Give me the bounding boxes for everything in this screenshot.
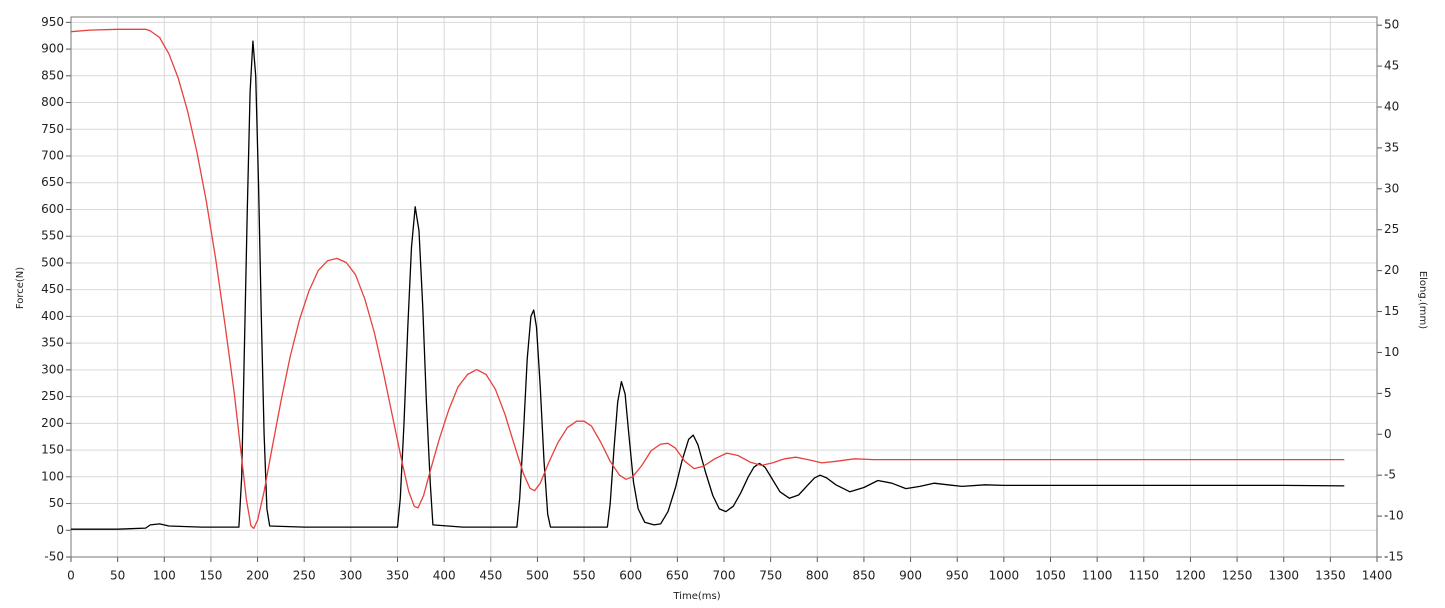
y2-tick-label: 5	[1384, 386, 1392, 400]
y2-tick-label: -5	[1384, 468, 1396, 482]
y-axis-label: Force(N)	[15, 267, 26, 309]
x-tick-label: 150	[199, 569, 222, 583]
y2-tick-label: 30	[1384, 181, 1399, 195]
x-tick-label: 450	[479, 569, 502, 583]
series-line	[70, 28, 1345, 530]
y-tick-label: 0	[56, 523, 64, 537]
x-tick-label: 250	[293, 569, 316, 583]
x-tick-label: 350	[386, 569, 409, 583]
x-tick-label: 700	[713, 569, 736, 583]
x-tick-label: 950	[946, 569, 969, 583]
y-tick-label: 500	[41, 255, 64, 269]
y-tick-label: 450	[41, 282, 64, 296]
y-tick-label: 700	[41, 149, 64, 163]
y-tick-label: 950	[41, 15, 64, 29]
x-tick-label: 300	[339, 569, 362, 583]
y2-tick-label: 25	[1384, 222, 1399, 236]
x-tick-label: 750	[759, 569, 782, 583]
y2-tick-label: 50	[1384, 18, 1399, 32]
x-tick-label: 850	[852, 569, 875, 583]
x-tick-label: 500	[526, 569, 549, 583]
x-tick-label: 1400	[1362, 569, 1393, 583]
y-tick-label: 550	[41, 229, 64, 243]
y-tick-label: 600	[41, 202, 64, 216]
x-tick-label: 600	[619, 569, 642, 583]
x-tick-label: 650	[666, 569, 689, 583]
plot-frame	[70, 16, 1378, 558]
y-tick-label: 300	[41, 362, 64, 376]
x-tick-label: 400	[433, 569, 456, 583]
x-tick-label: 1300	[1268, 569, 1299, 583]
y2-tick-label: 45	[1384, 59, 1399, 73]
x-tick-label: 1200	[1175, 569, 1206, 583]
x-tick-label: 1150	[1129, 569, 1160, 583]
y-tick-label: 650	[41, 175, 64, 189]
y-tick-label: 900	[41, 42, 64, 56]
y-tick-label: 400	[41, 309, 64, 323]
y-tick-label: 800	[41, 95, 64, 109]
x-tick-label: 100	[153, 569, 176, 583]
x-tick-label: 1100	[1082, 569, 1113, 583]
y-tick-label: 150	[41, 443, 64, 457]
x-tick-label: 0	[67, 569, 75, 583]
x-tick-label: 1000	[989, 569, 1020, 583]
x-tick-label: 1050	[1035, 569, 1066, 583]
y2-axis-label: Elong.(mm)	[1417, 271, 1428, 329]
x-tick-label: 900	[899, 569, 922, 583]
y-tick-label: 100	[41, 469, 64, 483]
y2-tick-label: -10	[1384, 509, 1404, 523]
series-line	[71, 40, 1345, 530]
x-axis-label: Time(ms)	[672, 591, 720, 602]
y2-tick-label: 10	[1384, 345, 1399, 359]
y2-tick-label: 35	[1384, 140, 1399, 154]
y-tick-label: 850	[41, 68, 64, 82]
y2-tick-label: 20	[1384, 263, 1399, 277]
x-tick-label: 550	[573, 569, 596, 583]
y-tick-label: 250	[41, 389, 64, 403]
x-tick-label: 200	[246, 569, 269, 583]
y-tick-label: 350	[41, 336, 64, 350]
y-tick-label: 200	[41, 416, 64, 430]
x-tick-label: 800	[806, 569, 829, 583]
y-tick-label: 750	[41, 122, 64, 136]
y-tick-label: -50	[44, 550, 64, 564]
x-tick-label: 1250	[1222, 569, 1253, 583]
y2-tick-label: 40	[1384, 100, 1399, 114]
x-tick-label: 1350	[1315, 569, 1346, 583]
x-tick-label: 50	[110, 569, 125, 583]
y2-tick-label: -15	[1384, 550, 1404, 564]
y2-tick-label: 15	[1384, 304, 1399, 318]
y-tick-label: 50	[49, 496, 64, 510]
y2-tick-label: 0	[1384, 427, 1392, 441]
